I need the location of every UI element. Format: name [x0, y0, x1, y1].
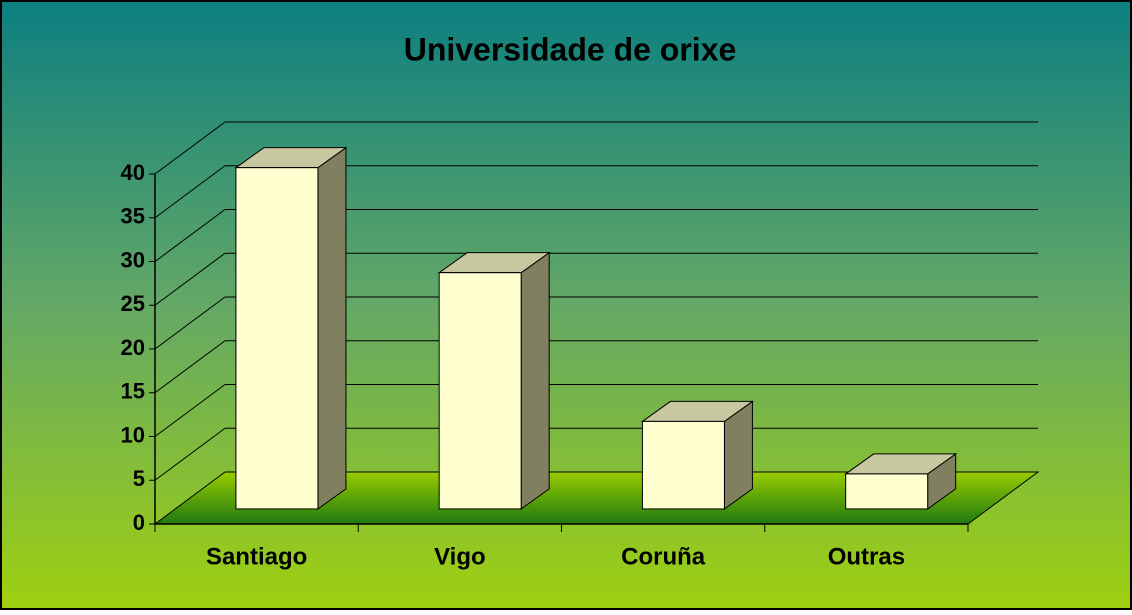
- y-tick-label: 25: [121, 291, 145, 316]
- bar: [641, 420, 725, 510]
- bar: [235, 167, 319, 510]
- y-tick-label: 30: [121, 247, 145, 272]
- grid-line-side: [154, 209, 226, 262]
- y-tick-label: 5: [133, 466, 145, 491]
- y-tick-label: 10: [121, 422, 145, 447]
- grid-line-side: [154, 340, 226, 394]
- bar: [438, 272, 522, 510]
- grid-line-side: [154, 252, 226, 306]
- bar-side: [317, 146, 347, 510]
- y-tick-label: 35: [121, 204, 145, 229]
- y-tick-label: 15: [121, 379, 145, 404]
- y-tick-label: 20: [121, 335, 145, 360]
- x-tick-label: Outras: [828, 543, 905, 570]
- grid-line-side: [154, 296, 226, 350]
- x-tick-label: Vigo: [434, 543, 486, 570]
- x-tick-label: Coruña: [621, 543, 706, 570]
- y-tick-label: 40: [121, 160, 145, 185]
- x-tick-label: Santiago: [206, 543, 307, 570]
- grid-line-side: [154, 384, 226, 437]
- grid-line-side: [154, 427, 226, 481]
- chart-title: Universidade de orixe: [404, 31, 737, 67]
- bar: [845, 473, 929, 510]
- bar-side: [520, 251, 550, 510]
- y-tick-label: 0: [133, 510, 145, 535]
- grid-line-side: [154, 165, 226, 219]
- grid-line-side: [154, 121, 226, 175]
